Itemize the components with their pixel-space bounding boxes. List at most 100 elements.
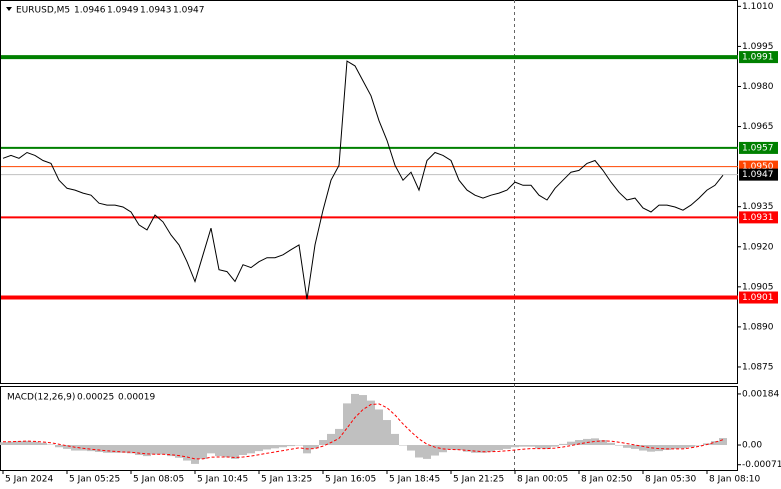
macd-bar bbox=[63, 445, 71, 449]
macd-bar bbox=[607, 442, 615, 446]
macd-bar bbox=[127, 445, 135, 454]
ohlc-high: 1.0949 bbox=[107, 6, 139, 16]
macd-bar bbox=[487, 445, 495, 452]
last-price-label: 1.0947 bbox=[742, 170, 774, 180]
ohlc-open: 1.0946 bbox=[74, 6, 106, 16]
macd-bar bbox=[471, 445, 479, 453]
macd-bar bbox=[655, 445, 663, 452]
macd-title: MACD(12,26,9) bbox=[7, 393, 75, 403]
macd-bar bbox=[551, 445, 559, 447]
x-tick-label: 5 Jan 21:25 bbox=[453, 475, 504, 485]
ohlc-close: 1.0947 bbox=[173, 6, 205, 16]
macd-bar bbox=[455, 445, 463, 451]
macd-bar bbox=[671, 445, 679, 449]
macd-bar bbox=[527, 445, 535, 447]
macd-bar bbox=[167, 445, 175, 457]
macd-bar bbox=[511, 445, 519, 448]
macd-bar bbox=[647, 445, 655, 452]
macd-bar bbox=[335, 428, 343, 446]
macd-bar bbox=[215, 445, 223, 457]
macd-bar bbox=[543, 445, 551, 449]
macd-bar bbox=[223, 445, 231, 458]
macd-bar bbox=[247, 445, 255, 454]
macd-bar bbox=[15, 441, 23, 446]
macd-bar bbox=[295, 445, 303, 446]
macd-bar bbox=[695, 445, 703, 446]
macd-bar bbox=[399, 445, 407, 446]
macd-bar bbox=[0, 442, 7, 446]
level-label-box bbox=[739, 51, 778, 64]
macd-bar bbox=[71, 445, 79, 451]
last-price-box bbox=[739, 168, 778, 181]
y-tick-label: 1.0920 bbox=[742, 242, 774, 252]
x-tick-label: 5 Jan 13:25 bbox=[261, 475, 312, 485]
macd-bar bbox=[239, 445, 247, 456]
macd-bar bbox=[567, 441, 575, 446]
y-tick-label: 1.0995 bbox=[742, 42, 774, 52]
macd-bar bbox=[623, 445, 631, 448]
macd-bar bbox=[135, 445, 143, 456]
level-label-box bbox=[739, 211, 778, 224]
signal-value: 0.00019 bbox=[118, 393, 155, 403]
macd-bar bbox=[519, 445, 527, 447]
macd-bar bbox=[103, 445, 111, 453]
x-tick-label: 5 Jan 08:05 bbox=[133, 475, 184, 485]
macd-bar bbox=[495, 445, 503, 451]
macd-frame bbox=[0, 386, 738, 471]
level-label: 1.0957 bbox=[742, 143, 774, 153]
x-tick-label: 5 Jan 16:05 bbox=[325, 475, 376, 485]
macd-bar bbox=[559, 443, 567, 446]
x-tick-label: 5 Jan 05:25 bbox=[69, 475, 120, 485]
level-label: 1.0991 bbox=[742, 53, 774, 63]
macd-bar bbox=[207, 445, 215, 454]
macd-bar bbox=[463, 445, 471, 452]
macd-bar bbox=[327, 433, 335, 446]
macd-bar bbox=[343, 403, 351, 446]
menu-arrow bbox=[6, 7, 12, 11]
macd-bar bbox=[47, 444, 55, 446]
macd-bar bbox=[423, 445, 431, 459]
y-tick-label: 1.0890 bbox=[742, 322, 774, 332]
y-tick-label: 1.0875 bbox=[742, 362, 774, 372]
x-tick-label: 8 Jan 05:30 bbox=[645, 475, 697, 485]
macd-bar bbox=[639, 445, 647, 451]
macd-bar bbox=[407, 445, 415, 451]
level-label: 1.0931 bbox=[742, 213, 774, 223]
macd-bar bbox=[375, 409, 383, 446]
macd-bar bbox=[431, 445, 439, 456]
macd-bar bbox=[391, 433, 399, 446]
macd-bar bbox=[479, 445, 487, 453]
macd-bar bbox=[279, 445, 287, 448]
x-tick-label: 5 Jan 18:45 bbox=[389, 475, 440, 485]
macd-bar bbox=[359, 395, 367, 446]
symbol: EURUSD,M5 bbox=[16, 6, 70, 16]
macd-bar bbox=[151, 445, 159, 455]
macd-bar bbox=[271, 445, 279, 449]
macd-bar bbox=[663, 445, 671, 451]
macd-bar bbox=[95, 445, 103, 452]
macd-bar bbox=[87, 445, 95, 452]
macd-bar bbox=[631, 445, 639, 449]
macd-bar bbox=[415, 445, 423, 458]
macd-bar bbox=[591, 438, 599, 446]
y-tick-label: 1.0965 bbox=[742, 122, 774, 132]
macd-bar bbox=[39, 442, 47, 446]
level-label: 1.0901 bbox=[742, 293, 774, 303]
y-tick-label: 1.0980 bbox=[742, 82, 774, 92]
y-tick-label: -0.00071 bbox=[742, 460, 781, 470]
macd-bar bbox=[111, 445, 119, 453]
macd-bar bbox=[535, 445, 543, 449]
macd-bar bbox=[447, 445, 455, 450]
signal-line bbox=[3, 403, 724, 460]
macd-bar bbox=[79, 445, 87, 451]
macd-bar bbox=[719, 438, 727, 446]
macd-bar bbox=[319, 440, 327, 446]
macd-bar bbox=[351, 393, 359, 446]
macd-bar bbox=[191, 445, 199, 464]
ohlc-low: 1.0943 bbox=[140, 6, 172, 16]
macd-bar bbox=[183, 445, 191, 461]
x-tick-label: 8 Jan 08:10 bbox=[709, 475, 761, 485]
